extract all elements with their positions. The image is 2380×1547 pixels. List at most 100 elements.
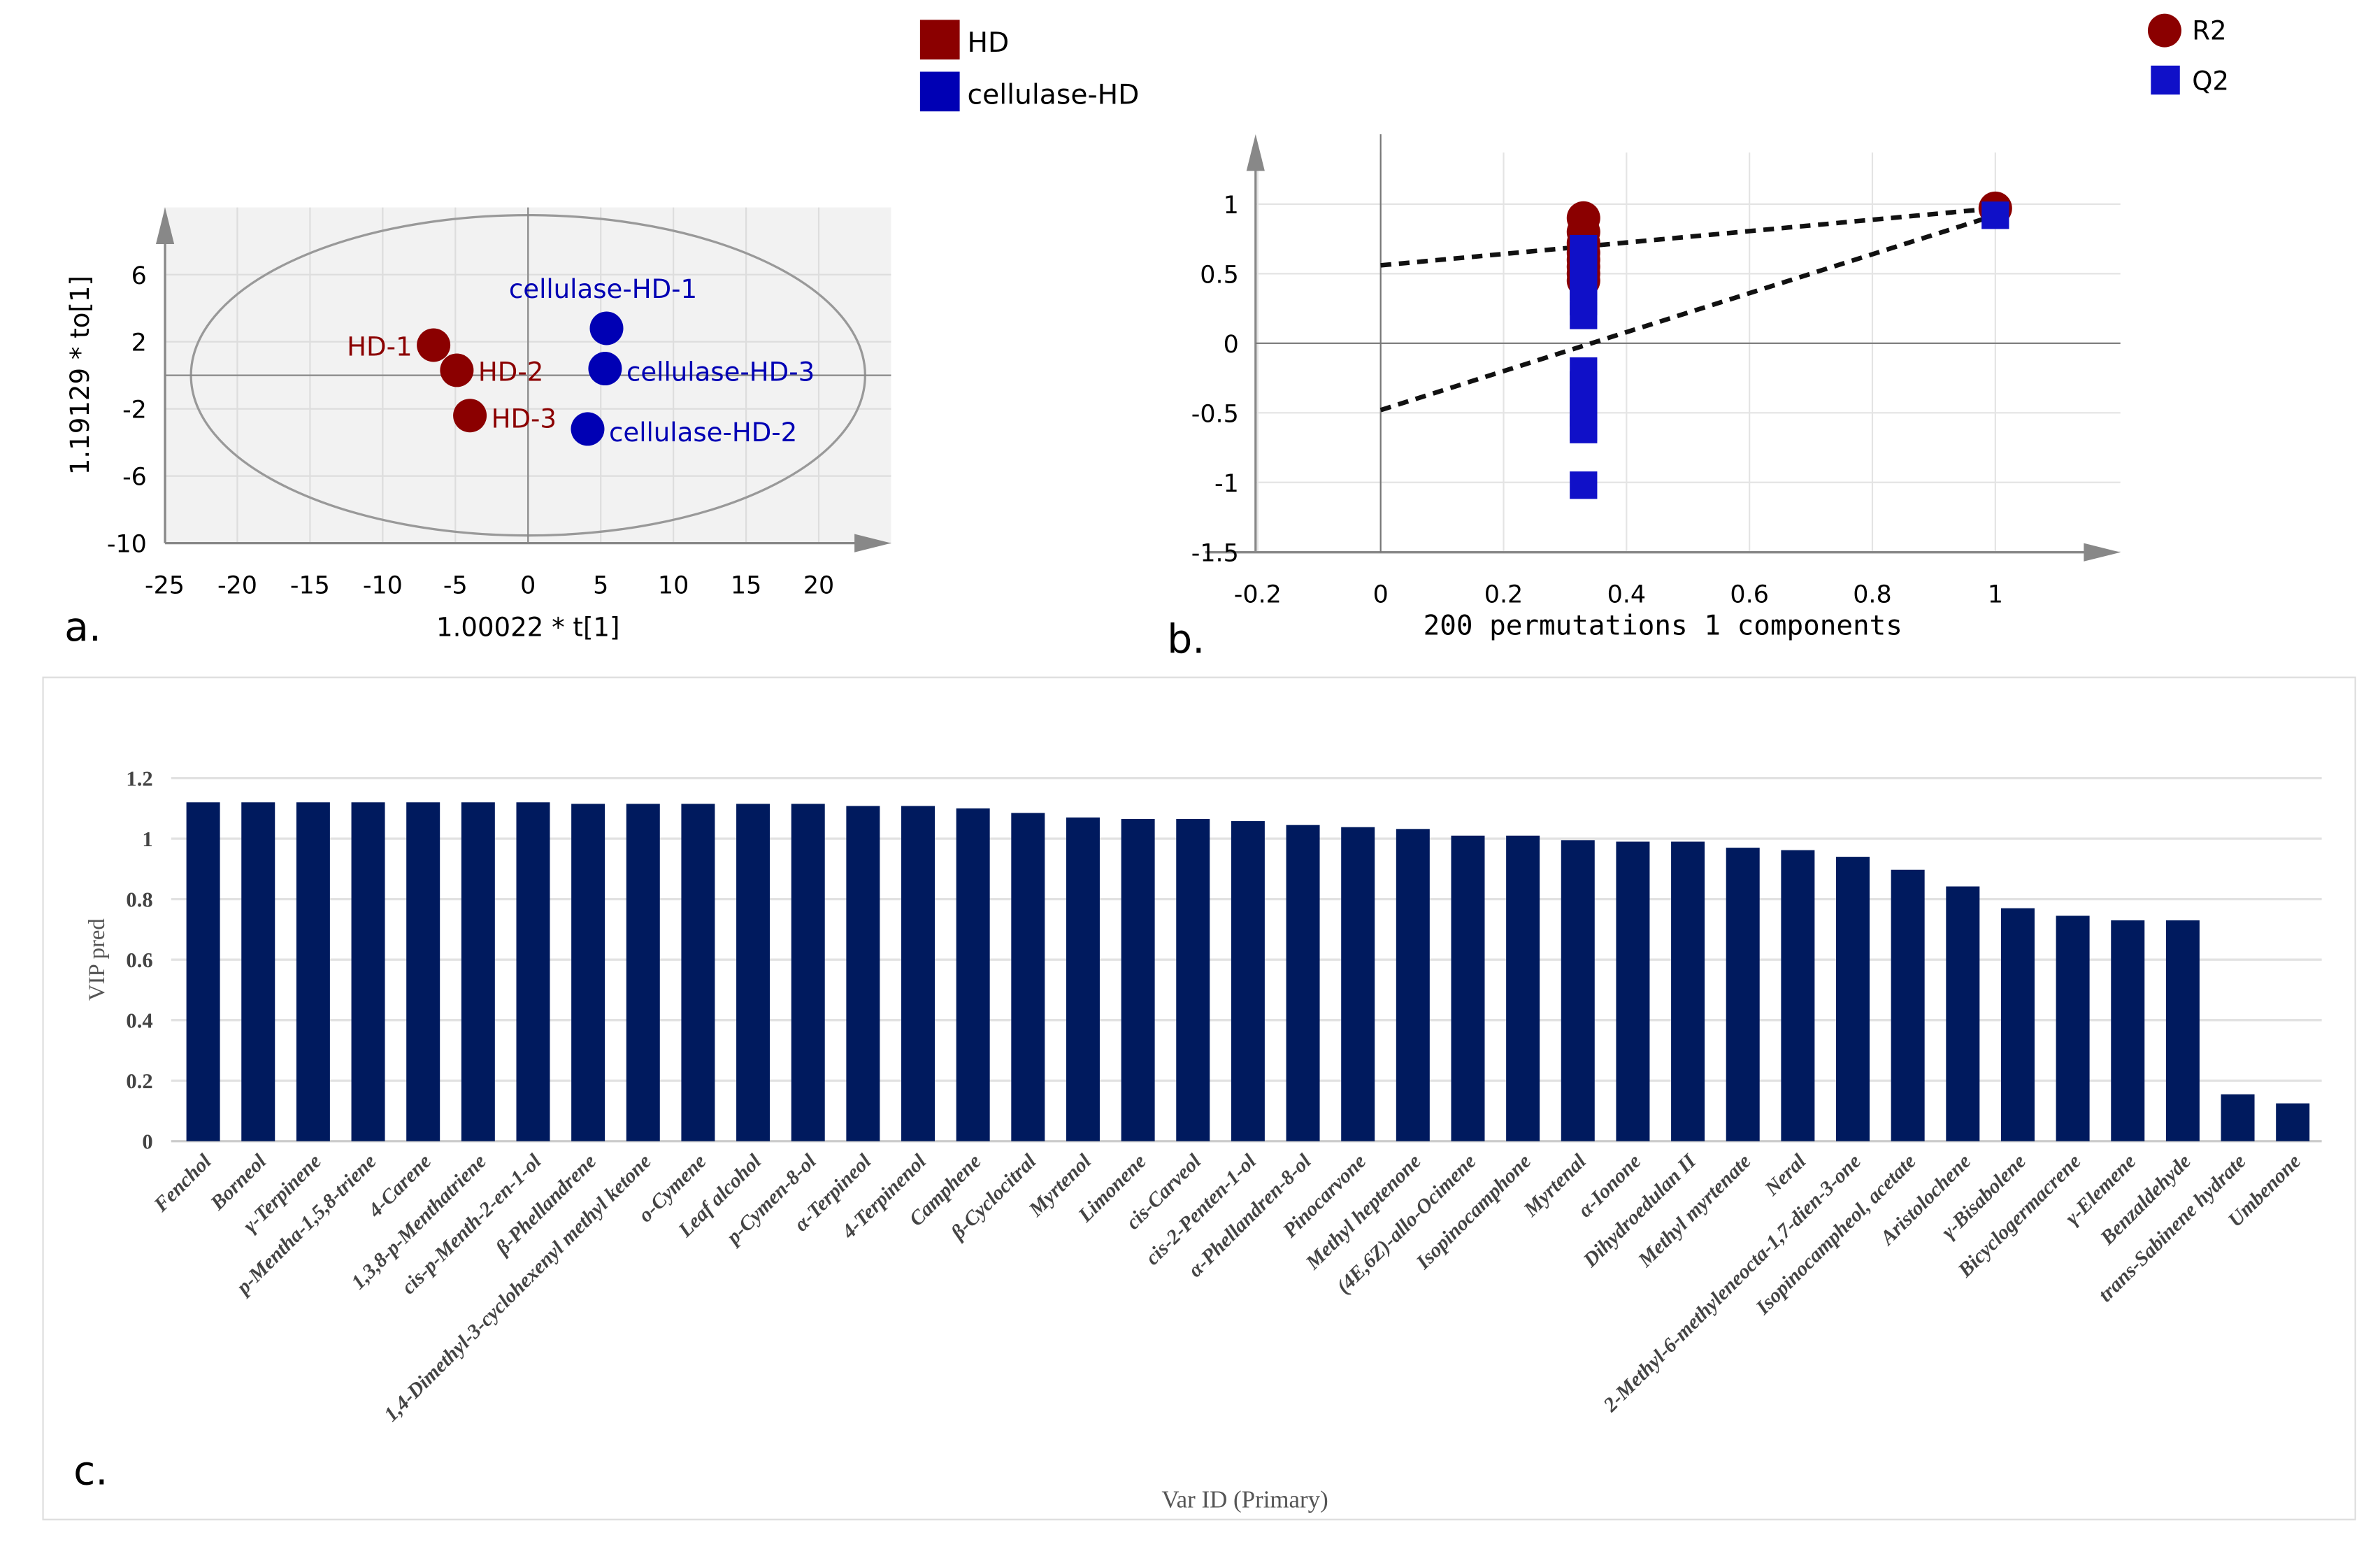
vip-bar [1396,829,1430,1141]
y-tick-label: -2 [122,397,147,425]
q2-point [1981,201,2009,229]
x-tick-label: 5 [593,572,608,600]
y-tick-label: 2 [131,329,147,357]
vip-bar [1066,817,1100,1141]
panel-c-vip-chart: 00.20.40.60.811.2 FencholBorneolγ-Terpin… [42,676,2356,1520]
x-tick-label: -15 [290,572,330,600]
y-axis-title: 1.19129 * to[1] [65,276,95,475]
vip-bar [1561,840,1595,1141]
vip-bar [846,806,880,1141]
score-point [571,412,605,446]
vip-bar [1671,841,1705,1141]
vip-bar [2221,1094,2255,1141]
x-axis-title: 1.00022 * t[1] [436,613,619,643]
x-tick-label: 0 [520,572,536,600]
x-tick-label: -0.2 [1234,581,1282,609]
y-tick-label: 1 [142,827,152,851]
x-axis-arrow [2084,543,2121,562]
vip-bar [2165,920,2200,1141]
y-tick-label: -1.5 [1191,539,1239,567]
vip-bar [1231,821,1265,1141]
vip-bar [516,802,550,1141]
vip-bar [791,804,825,1141]
regression-line-q2 [1379,213,1996,413]
vip-bar [1726,848,1760,1141]
vip-bar [1891,869,1925,1141]
vip-bar [461,802,495,1141]
vip-bar [1121,819,1155,1141]
vip-bar [901,806,935,1141]
y-tick-label: 1.2 [126,767,152,791]
score-point [589,311,624,345]
y-tick-label: 0.4 [126,1009,152,1033]
y-tick-label: -0.5 [1191,400,1239,428]
x-tick-label: 0.2 [1484,581,1524,609]
panel-label-a: a. [64,604,101,650]
point-label: cellulase-HD-1 [509,274,697,304]
vip-bar [1946,886,1980,1141]
y-tick-label: -6 [122,464,147,492]
panel-label-c: c. [73,1448,108,1495]
x-tick-label: 10 [658,572,689,600]
vip-bar [2276,1103,2310,1141]
vip-bar [1341,827,1375,1141]
point-label: HD-2 [478,357,543,387]
vip-bar [2000,908,2035,1141]
vip-bar [2056,915,2090,1141]
legend-label-hd: HD [968,27,1010,59]
x-tick-label: 20 [803,572,834,600]
vip-bar [1011,813,1045,1141]
y-tick-label: 0.2 [126,1069,152,1093]
legend-swatch-hd [919,20,960,60]
vip-bar [241,802,275,1141]
vip-bar [1781,850,1815,1141]
vip-bar [406,802,440,1141]
legend-label-r2: R2 [2192,16,2226,46]
vip-bar [2111,920,2145,1141]
x-tick-label: -25 [145,572,185,600]
panel-b-permutation-plot: -0.2 0 0.2 0.4 0.6 0.8 1 1 0.5 0 -0.5 -1 -1.5 200 pe… [1167,13,2229,663]
legend-label-cellulase-hd: cellulase-HD [968,79,1140,110]
y-tick-label: 1 [1224,192,1239,220]
panel-label-b: b. [1167,617,1205,663]
x-tick-label: 15 [731,572,761,600]
vip-bar [351,802,385,1141]
y-tick-label: 0 [142,1130,152,1154]
vip-bar [1451,835,1485,1141]
legend-marker-r2 [2147,13,2181,48]
x-axis-title: Var ID (Primary) [1161,1485,1328,1513]
q2-point [1570,301,1598,329]
x-tick-label: 0.8 [1853,581,1892,609]
y-tick-label: 0.8 [126,888,152,912]
point-label: cellulase-HD-3 [626,357,815,387]
regression-line-r2 [1380,206,1996,268]
x-tick-label: 1 [1988,581,2003,609]
y-axis-arrow [1246,134,1265,171]
legend-b: R2 Q2 [2147,13,2229,97]
panel-a-score-plot: -25 -20 -15 -10 -5 0 5 10 15 20 6 2 -2 -6 -10 HD-1 HD-2… [64,20,1139,650]
x-axis-title: 200 permutations 1 components [1424,610,1902,641]
q2-point [1570,471,1598,499]
x-tick-label: 0.4 [1607,581,1646,609]
vip-bar [736,804,770,1141]
y-tick-label: -10 [107,531,147,559]
score-point [417,328,451,362]
vip-bar [1616,841,1650,1141]
point-label: HD-3 [492,404,557,434]
x-tick-label: -10 [363,572,403,600]
y-axis-arrow [155,207,175,245]
y-tick-label: 0.5 [1200,261,1239,289]
y-tick-label: 6 [131,262,147,290]
vip-bar [1286,825,1320,1141]
vip-bar [1506,835,1540,1141]
q2-point [1570,415,1598,443]
x-tick-label: -5 [443,572,468,600]
legend-a: HD cellulase-HD [919,20,1140,112]
vip-bar [186,802,220,1141]
y-axis-title: VIP pred [85,918,110,1001]
y-tick-label: -1 [1214,470,1239,498]
x-tick-label: 0.6 [1730,581,1769,609]
x-tick-label: -20 [217,572,257,600]
point-label: HD-1 [347,332,412,362]
